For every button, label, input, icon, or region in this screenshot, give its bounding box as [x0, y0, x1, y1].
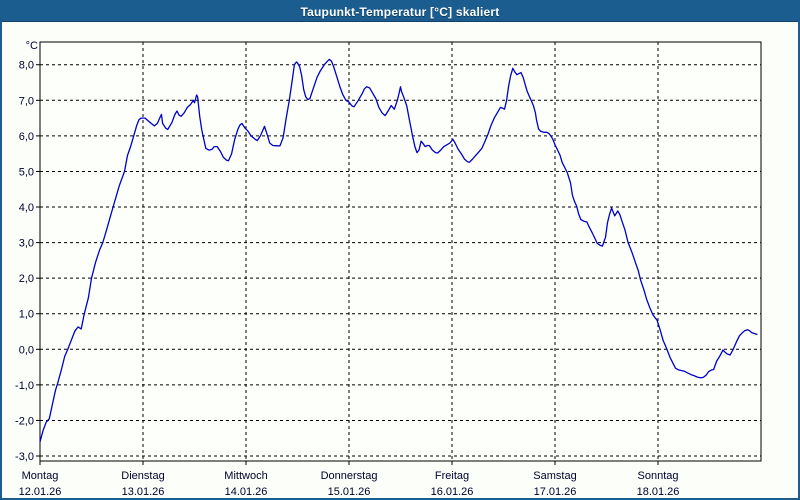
y-tick-label: 4,0: [19, 202, 34, 214]
x-tick-date-label: 13.01.26: [122, 486, 165, 498]
x-tick-date-label: 18.01.26: [637, 486, 680, 498]
x-tick-date-label: 14.01.26: [225, 486, 268, 498]
chart-area: 8,0 7,0 6,0 5,0 4,0 3,0 2,0 1,0 0,0 -1,0 -2,0 -3,0 M…: [2, 22, 798, 498]
y-tick-label: 3,0: [19, 238, 34, 250]
y-tick-label: 0,0: [19, 344, 34, 356]
temperature-line: [39, 58, 758, 443]
x-tick-date-label: 17.01.26: [534, 486, 577, 498]
y-tick-label: -3,0: [15, 451, 34, 463]
plot-background: [40, 42, 761, 461]
x-tick-weekday-label: Mittwoch: [224, 470, 267, 482]
x-tick-date-label: 16.01.26: [431, 486, 474, 498]
x-tick-weekday-label: Sonntag: [638, 470, 679, 482]
y-tick-label: 5,0: [19, 166, 34, 178]
x-tick-weekday-label: Freitag: [435, 470, 469, 482]
y-tick-label: 8,0: [19, 60, 34, 72]
x-tick-weekday-label: Donnerstag: [321, 470, 378, 482]
y-tick-label: -1,0: [15, 380, 34, 392]
y-tick-label: 1,0: [19, 309, 34, 321]
x-tick-weekday-label: Dienstag: [121, 470, 164, 482]
title-bar: Taupunkt-Temperatur [°C] skaliert: [2, 2, 798, 22]
y-tick-label: 7,0: [19, 95, 34, 107]
x-tick-date-label: 12.01.26: [19, 486, 62, 498]
x-tick-weekday-label: Samstag: [533, 470, 576, 482]
x-tick-date-label: 15.01.26: [328, 486, 371, 498]
y-axis-unit-label: °C: [26, 40, 38, 52]
x-tick-weekday-label: Montag: [22, 470, 59, 482]
chart-title: Taupunkt-Temperatur [°C] skaliert: [300, 4, 500, 19]
plot-border: [39, 41, 762, 462]
y-tick-label: 6,0: [19, 131, 34, 143]
y-tick-label: 2,0: [19, 273, 34, 285]
y-tick-label: -2,0: [15, 415, 34, 427]
temperature-line-chart: 8,0 7,0 6,0 5,0 4,0 3,0 2,0 1,0 0,0 -1,0 -2,0 -3,0 M…: [15, 40, 762, 498]
